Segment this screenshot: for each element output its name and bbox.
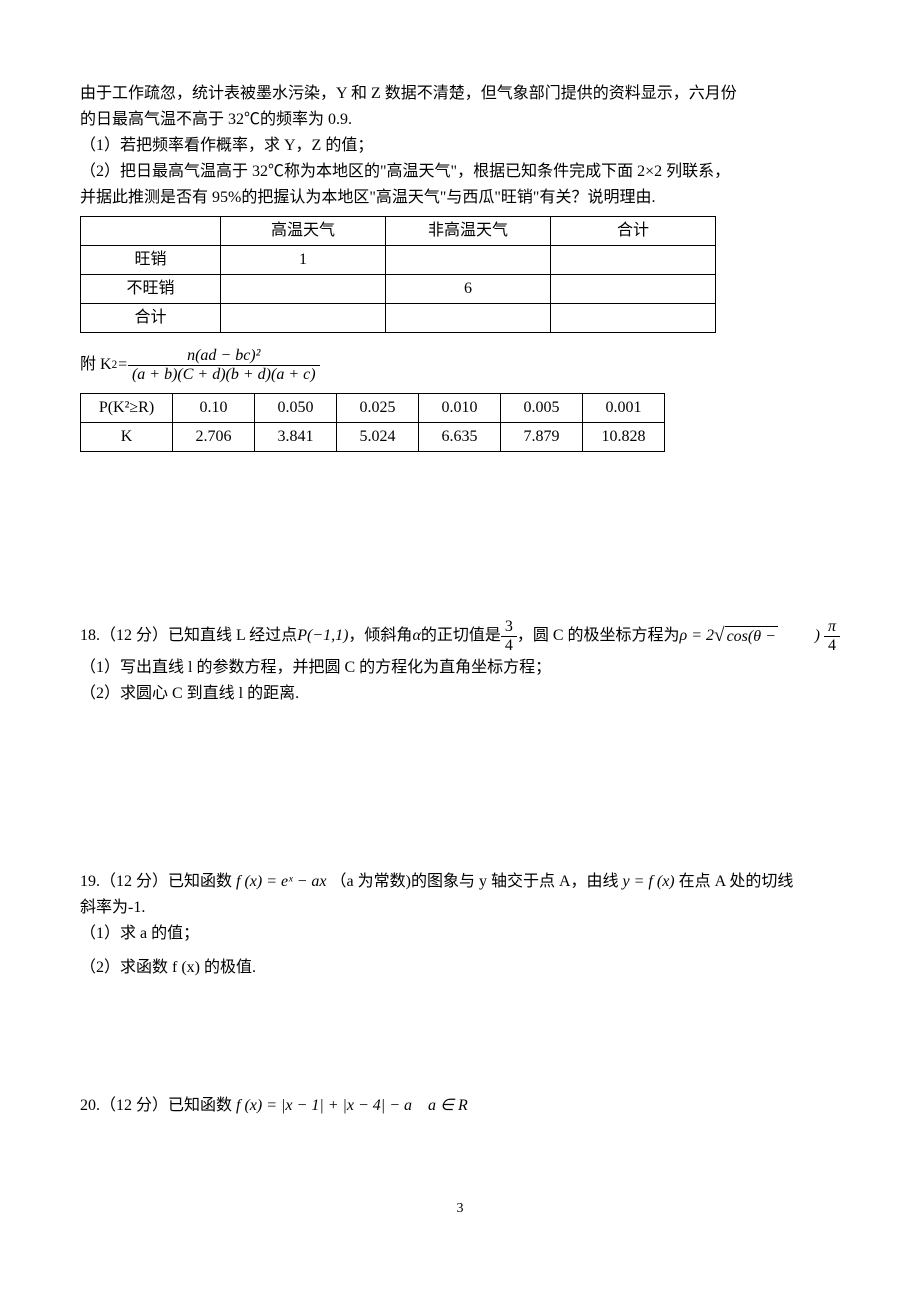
q18-text: ，圆 C 的极坐标方程为 [517,624,680,648]
q19-part-1: （1）求 a 的值； [80,922,840,946]
cell: P(K²≥R) [81,394,173,423]
intro-q2b: 并据此推测是否有 95%的把握认为本地区"高温天气"与西瓜"旺销"有关？说明理由… [80,186,840,210]
formula-prefix: 附 K [80,353,112,377]
q18-text: 的正切值是 [421,624,501,648]
critical-value-table: P(K²≥R) 0.10 0.050 0.025 0.010 0.005 0.0… [80,393,665,452]
cell: 7.879 [501,423,583,452]
sqrt-icon: √ cos(θ − [714,626,778,646]
cell [221,304,386,333]
q19-text: 在点 A 处的切线 [679,873,794,890]
intro-line-1: 由于工作疏忽，统计表被墨水污染，Y 和 Z 数据不清楚，但气象部门提供的资料显示… [80,82,840,106]
cell [551,246,716,275]
cell: 6.635 [419,423,501,452]
cell: 0.010 [419,394,501,423]
table-row: 高温天气 非高温天气 合计 [81,217,716,246]
q18-text: ，倾斜角 [348,624,412,648]
question-20: 20.（12 分）已知函数 f (x) = |x − 1| + |x − 4| … [80,1094,840,1118]
q20-line-1: 20.（12 分）已知函数 f (x) = |x − 1| + |x − 4| … [80,1094,840,1118]
cell: 旺销 [81,246,221,275]
table-row: 不旺销 6 [81,275,716,304]
table-row: 合计 [81,304,716,333]
intro-line-2: 的日最高气温不高于 32℃的频率为 0.9. [80,108,840,132]
cell: 1 [221,246,386,275]
q18-part-1: （1）写出直线 l 的参数方程，并把圆 C 的方程化为直角坐标方程； [80,656,840,680]
q19-line-1: 19.（12 分）已知函数 f (x) = eˣ − ax （a 为常数)的图象… [80,870,840,894]
cell [81,217,221,246]
formula-fraction: n(ad − bc)² (a + b)(C + d)(b + d)(a + c) [128,347,320,383]
question-19: 19.（12 分）已知函数 f (x) = eˣ − ax （a 为常数)的图象… [80,870,840,980]
cell: 0.001 [583,394,665,423]
cell: K [81,423,173,452]
q18-fraction-pi4: π 4 [824,618,840,654]
cell: 2.706 [173,423,255,452]
cell: 3.841 [255,423,337,452]
question-18: 18.（12 分）已知直线 L 经过点 P(−1,1) ，倾斜角 α 的正切值是… [80,618,840,706]
cell [386,304,551,333]
q18-line-1: 18.（12 分）已知直线 L 经过点 P(−1,1) ，倾斜角 α 的正切值是… [80,618,840,654]
q18-close-paren: ) [815,624,820,648]
q18-cos: cos(θ − [727,628,776,645]
cell: 非高温天气 [386,217,551,246]
q18-part-2: （2）求圆心 C 到直线 l 的距离. [80,682,840,706]
table-row: 旺销 1 [81,246,716,275]
q19-part-2: （2）求函数 f (x) 的极值. [80,956,840,980]
q19-text: 19.（12 分）已知函数 [80,873,236,890]
q20-tail: a ∈ R [416,1097,468,1114]
intro-q1: （1）若把频率看作概率，求 Y，Z 的值； [80,134,840,158]
table-row: K 2.706 3.841 5.024 6.635 7.879 10.828 [81,423,665,452]
cell [551,275,716,304]
contingency-table: 高温天气 非高温天气 合计 旺销 1 不旺销 6 合计 [80,216,716,333]
formula-eq: = [117,353,128,377]
cell [551,304,716,333]
cell: 6 [386,275,551,304]
q20-fx: f (x) = |x − 1| + |x − 4| − a [236,1097,412,1114]
q19-yfx: y = f (x) [623,873,675,890]
q18-rho: ρ = 2 [680,624,714,648]
intro-q2a: （2）把日最高气温高于 32℃称为本地区的"高温天气"，根据已知条件完成下面 2… [80,160,840,184]
cell: 5.024 [337,423,419,452]
cell [221,275,386,304]
cell: 0.10 [173,394,255,423]
q18-alpha: α [412,624,420,648]
cell: 0.005 [501,394,583,423]
cell: 合计 [81,304,221,333]
formula-denominator: (a + b)(C + d)(b + d)(a + c) [128,365,320,384]
q20-text: 20.（12 分）已知函数 [80,1097,236,1114]
cell: 0.050 [255,394,337,423]
formula-numerator: n(ad − bc)² [183,347,264,365]
cell: 合计 [551,217,716,246]
q19-line-2: 斜率为-1. [80,896,840,920]
table-row: P(K²≥R) 0.10 0.050 0.025 0.010 0.005 0.0… [81,394,665,423]
cell: 不旺销 [81,275,221,304]
page-number: 3 [80,1198,840,1219]
q19-text: （a 为常数)的图象与 y 轴交于点 A，由线 [331,873,623,890]
cell: 高温天气 [221,217,386,246]
k-squared-formula: 附 K 2 = n(ad − bc)² (a + b)(C + d)(b + d… [80,347,840,383]
q18-point: P(−1,1) [297,624,348,648]
cell: 0.025 [337,394,419,423]
q18-fraction-34: 3 4 [501,618,517,654]
intro-block: 由于工作疏忽，统计表被墨水污染，Y 和 Z 数据不清楚，但气象部门提供的资料显示… [80,82,840,210]
q18-text: 18.（12 分）已知直线 L 经过点 [80,624,297,648]
cell: 10.828 [583,423,665,452]
cell [386,246,551,275]
q19-fx: f (x) = eˣ − ax [236,873,327,890]
